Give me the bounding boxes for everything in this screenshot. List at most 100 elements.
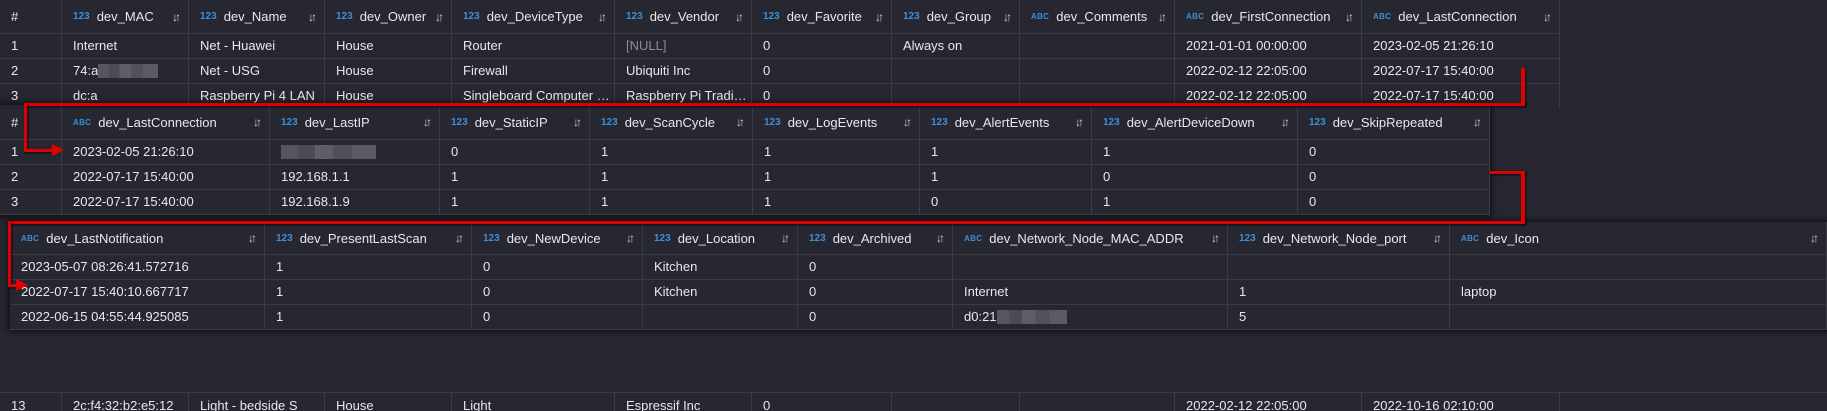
- cell-vendor[interactable]: Ubiquiti Inc: [615, 58, 752, 83]
- cell-newdevice[interactable]: 0: [472, 304, 643, 329]
- table-row[interactable]: 2022-07-17 15:40:10.667717 1 0 Kitchen 0 Inte…: [10, 279, 1827, 305]
- cell--[interactable]: 3: [0, 189, 62, 214]
- column-header-firstconnection[interactable]: ABC dev_FirstConnection ↓↑: [1175, 0, 1362, 33]
- sort-arrows-icon[interactable]: ↓↑: [598, 9, 607, 24]
- cell-skiprepeated[interactable]: 0: [1298, 189, 1490, 214]
- cell-lastnotification[interactable]: 2023-05-07 08:26:41.572716: [10, 254, 265, 279]
- column-header-skiprepeated[interactable]: 123 dev_SkipRepeated ↓↑: [1298, 105, 1490, 139]
- column-header-archived[interactable]: 123 dev_Archived ↓↑: [798, 222, 953, 254]
- cell-archived[interactable]: 0: [798, 279, 953, 304]
- cell-devicetype[interactable]: Router: [452, 33, 615, 58]
- cell-scancycle[interactable]: 1: [590, 164, 753, 189]
- cell-comments[interactable]: [1020, 58, 1175, 83]
- sort-arrows-icon[interactable]: ↓↑: [423, 115, 432, 129]
- cell-name[interactable]: Net - USG: [189, 58, 325, 83]
- table-row[interactable]: 1 2023-02-05 21:26:10 0 1 1 1 1 0: [0, 139, 1490, 165]
- cell-logevents[interactable]: 1: [753, 164, 920, 189]
- cell-alertdevicedown[interactable]: 1: [1092, 189, 1298, 214]
- cell-network-node-mac-addr[interactable]: d0:21: [953, 304, 1228, 329]
- cell-alertdevicedown[interactable]: 0: [1092, 164, 1298, 189]
- sort-arrows-icon[interactable]: ↓↑: [172, 9, 181, 24]
- cell-staticip[interactable]: 1: [440, 189, 590, 214]
- sort-arrows-icon[interactable]: ↓↑: [1345, 9, 1354, 24]
- sort-arrows-icon[interactable]: ↓↑: [781, 231, 790, 245]
- sort-arrows-icon[interactable]: ↓↑: [308, 9, 317, 24]
- cell-group[interactable]: [892, 58, 1020, 83]
- table-row[interactable]: 3 2022-07-17 15:40:00 192.168.1.9 1 1 1 0 1 0: [0, 189, 1490, 215]
- column-header-logevents[interactable]: 123 dev_LogEvents ↓↑: [753, 105, 920, 139]
- column-header-icon[interactable]: ABC dev_Icon ↓↑: [1450, 222, 1827, 254]
- column-header--[interactable]: #: [0, 105, 62, 139]
- cell-network-node-mac-addr[interactable]: Internet: [953, 279, 1228, 304]
- cell-lastconnection[interactable]: 2022-10-16 02:10:00: [1362, 393, 1560, 411]
- sort-arrows-icon[interactable]: ↓↑: [1075, 115, 1084, 129]
- cell-group[interactable]: [892, 83, 1020, 108]
- column-header-location[interactable]: 123 dev_Location ↓↑: [643, 222, 798, 254]
- cell-alertevents[interactable]: 0: [920, 189, 1092, 214]
- cell-alertdevicedown[interactable]: 1: [1092, 139, 1298, 164]
- cell-name[interactable]: Light - bedside S: [189, 393, 325, 411]
- cell-comments[interactable]: [1020, 33, 1175, 58]
- cell-network-node-port[interactable]: 1: [1228, 279, 1450, 304]
- cell-network-node-mac-addr[interactable]: [953, 254, 1228, 279]
- sort-arrows-icon[interactable]: ↓↑: [1810, 231, 1819, 245]
- column-header-favorite[interactable]: 123 dev_Favorite ↓↑: [752, 0, 892, 33]
- sort-arrows-icon[interactable]: ↓↑: [903, 115, 912, 129]
- cell-location[interactable]: Kitchen: [643, 279, 798, 304]
- cell-vendor[interactable]: Raspberry Pi Tradi…: [615, 83, 752, 108]
- cell-presentlastscan[interactable]: 1: [265, 254, 472, 279]
- column-header-comments[interactable]: ABC dev_Comments ↓↑: [1020, 0, 1175, 33]
- cell-devicetype[interactable]: Light: [452, 393, 615, 411]
- cell--[interactable]: 1: [0, 33, 62, 58]
- column-header-network-node-mac-addr[interactable]: ABC dev_Network_Node_MAC_ADDR ↓↑: [953, 222, 1228, 254]
- cell-logevents[interactable]: 1: [753, 139, 920, 164]
- sort-arrows-icon[interactable]: ↓↑: [1003, 9, 1012, 24]
- cell-comments[interactable]: [1020, 393, 1175, 411]
- column-header-lastip[interactable]: 123 dev_LastIP ↓↑: [270, 105, 440, 139]
- cell-name[interactable]: Net - Huawei: [189, 33, 325, 58]
- cell--[interactable]: 3: [0, 83, 62, 108]
- cell-network-node-port[interactable]: [1228, 254, 1450, 279]
- cell-devicetype[interactable]: Firewall: [452, 58, 615, 83]
- sort-arrows-icon[interactable]: ↓↑: [626, 231, 635, 245]
- cell-network-node-port[interactable]: 5: [1228, 304, 1450, 329]
- sort-arrows-icon[interactable]: ↓↑: [455, 231, 464, 245]
- table-row[interactable]: 2022-06-15 04:55:44.925085 1 0 0 d0:21 5: [10, 304, 1827, 330]
- sort-arrows-icon[interactable]: ↓↑: [736, 115, 745, 129]
- cell-archived[interactable]: 0: [798, 254, 953, 279]
- table-row[interactable]: 1 Internet Net - Huawei House Router [NULL] 0 A…: [0, 33, 1560, 59]
- cell-owner[interactable]: House: [325, 393, 452, 411]
- cell--[interactable]: 13: [0, 393, 62, 411]
- cell-lastconnection[interactable]: 2022-07-17 15:40:00: [62, 164, 270, 189]
- column-header-devicetype[interactable]: 123 dev_DeviceType ↓↑: [452, 0, 615, 33]
- sort-arrows-icon[interactable]: ↓↑: [936, 231, 945, 245]
- cell-lastip[interactable]: 192.168.1.1: [270, 164, 440, 189]
- cell-firstconnection[interactable]: 2022-02-12 22:05:00: [1175, 393, 1362, 411]
- cell-lastconnection[interactable]: 2022-07-17 15:40:00: [1362, 58, 1560, 83]
- cell-lastconnection[interactable]: 2022-07-17 15:40:00: [62, 189, 270, 214]
- cell-favorite[interactable]: 0: [752, 83, 892, 108]
- column-header-presentlastscan[interactable]: 123 dev_PresentLastScan ↓↑: [265, 222, 472, 254]
- cell-name[interactable]: Raspberry Pi 4 LAN: [189, 83, 325, 108]
- table-row[interactable]: 2 74:a Net - USG House Firewall Ubiquiti Inc 0…: [0, 58, 1560, 84]
- cell-lastconnection[interactable]: 2023-02-05 21:26:10: [1362, 33, 1560, 58]
- column-header-lastconnection[interactable]: ABC dev_LastConnection ↓↑: [1362, 0, 1560, 33]
- sort-arrows-icon[interactable]: ↓↑: [253, 115, 262, 129]
- cell-archived[interactable]: 0: [798, 304, 953, 329]
- cell-presentlastscan[interactable]: 1: [265, 304, 472, 329]
- cell-firstconnection[interactable]: 2022-02-12 22:05:00: [1175, 58, 1362, 83]
- cell-location[interactable]: Kitchen: [643, 254, 798, 279]
- sort-arrows-icon[interactable]: ↓↑: [1543, 9, 1552, 24]
- column-header-scancycle[interactable]: 123 dev_ScanCycle ↓↑: [590, 105, 753, 139]
- column-header-vendor[interactable]: 123 dev_Vendor ↓↑: [615, 0, 752, 33]
- cell-lastip[interactable]: [270, 139, 440, 164]
- column-header-mac[interactable]: 123 dev_MAC ↓↑: [62, 0, 189, 33]
- sort-arrows-icon[interactable]: ↓↑: [875, 9, 884, 24]
- cell-lastnotification[interactable]: 2022-06-15 04:55:44.925085: [10, 304, 265, 329]
- cell-scancycle[interactable]: 1: [590, 139, 753, 164]
- cell-logevents[interactable]: 1: [753, 189, 920, 214]
- cell-icon[interactable]: [1450, 304, 1827, 329]
- sort-arrows-icon[interactable]: ↓↑: [1473, 115, 1482, 129]
- cell-owner[interactable]: House: [325, 83, 452, 108]
- column-header-alertevents[interactable]: 123 dev_AlertEvents ↓↑: [920, 105, 1092, 139]
